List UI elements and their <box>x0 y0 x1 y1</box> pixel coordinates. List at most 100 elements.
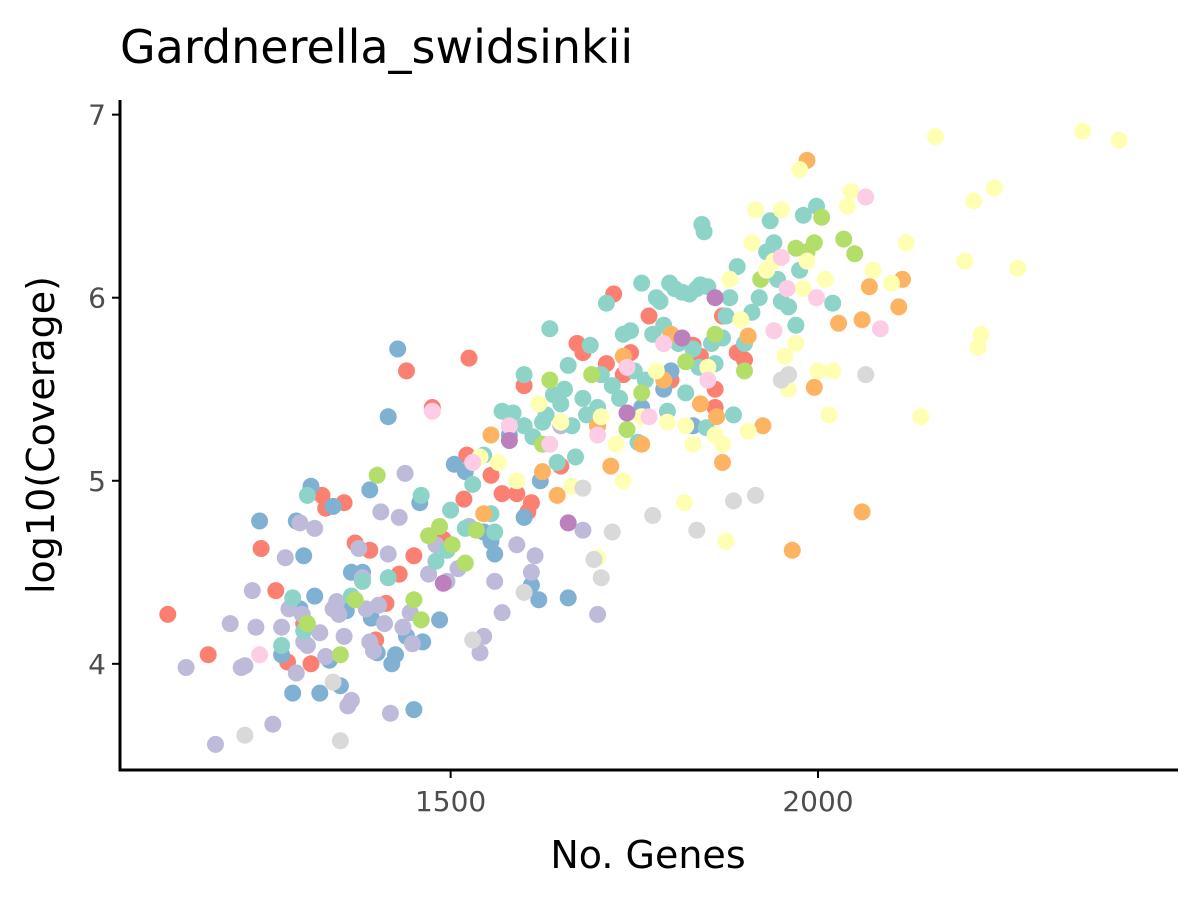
data-point <box>412 611 430 629</box>
data-point <box>379 545 397 563</box>
data-point <box>526 547 544 565</box>
data-point <box>824 294 842 312</box>
data-point <box>912 408 930 426</box>
data-point <box>541 320 559 338</box>
data-point <box>739 327 757 345</box>
data-point <box>324 673 342 691</box>
data-point <box>677 353 695 371</box>
y-tick-label: 4 <box>88 648 106 681</box>
data-point <box>883 274 900 292</box>
data-point <box>824 362 842 380</box>
data-point <box>530 591 548 609</box>
data-point <box>534 463 551 481</box>
data-point <box>816 270 834 288</box>
data-point <box>603 523 621 541</box>
data-point <box>456 554 474 572</box>
data-point <box>830 314 848 332</box>
data-point <box>508 485 526 503</box>
data-point <box>592 569 610 587</box>
data-point <box>548 454 566 471</box>
data-point <box>431 518 449 535</box>
data-point <box>750 289 768 307</box>
data-point <box>273 618 291 636</box>
data-point <box>541 371 559 389</box>
data-point <box>647 362 665 380</box>
data-point <box>776 347 794 365</box>
data-point <box>515 583 533 601</box>
data-point <box>581 336 599 354</box>
data-point <box>677 384 695 402</box>
data-point <box>787 316 805 334</box>
data-point <box>853 503 871 521</box>
data-point <box>482 426 500 444</box>
chart-title: Gardnerella_swidsinkii <box>120 20 633 74</box>
x-axis-title: No. Genes <box>550 833 745 877</box>
data-point <box>765 234 783 252</box>
data-point <box>508 472 526 490</box>
data-point <box>442 501 460 519</box>
data-point <box>754 417 772 435</box>
data-point <box>747 201 764 219</box>
data-point <box>1110 131 1128 149</box>
data-point <box>614 472 632 490</box>
data-point <box>522 563 540 581</box>
data-point <box>464 475 482 493</box>
data-point <box>556 380 573 398</box>
data-point <box>243 582 261 600</box>
data-point <box>739 422 757 440</box>
data-point <box>552 413 570 431</box>
data-point <box>675 494 693 512</box>
data-point <box>633 274 651 292</box>
data-point <box>515 508 533 526</box>
data-point <box>398 362 415 380</box>
data-point <box>464 631 482 649</box>
data-point <box>658 413 676 431</box>
data-point <box>728 258 746 276</box>
data-point <box>717 307 735 325</box>
data-point <box>403 635 421 653</box>
data-point <box>559 356 577 374</box>
data-point <box>159 605 177 623</box>
x-tick-label: 2000 <box>782 785 853 818</box>
data-point <box>541 435 559 453</box>
data-point <box>695 223 713 241</box>
data-point <box>412 486 430 504</box>
data-point <box>552 395 570 413</box>
data-point <box>618 358 636 376</box>
data-point <box>794 206 812 224</box>
data-point <box>522 494 540 512</box>
data-point <box>655 335 673 352</box>
data-point <box>813 208 831 226</box>
data-point <box>965 192 983 210</box>
data-point <box>644 507 662 524</box>
data-point <box>427 552 445 570</box>
data-point <box>381 704 399 722</box>
data-point <box>725 406 742 424</box>
data-point <box>890 298 908 316</box>
data-point <box>504 404 522 422</box>
data-point <box>691 395 709 413</box>
data-point <box>221 615 239 633</box>
data-point <box>725 492 742 510</box>
data-point <box>778 280 796 298</box>
data-point <box>486 572 504 590</box>
data-point <box>640 408 658 426</box>
data-point <box>493 604 511 622</box>
data-point <box>199 646 217 664</box>
y-axis-title: log10(Coverage) <box>19 276 63 594</box>
data-point <box>335 627 353 645</box>
data-point <box>368 466 386 484</box>
data-point <box>747 486 764 504</box>
data-point <box>346 591 364 609</box>
data-point <box>574 521 592 539</box>
data-point <box>732 311 750 329</box>
data-point <box>354 572 371 590</box>
data-point <box>379 408 397 426</box>
data-points <box>159 122 1128 753</box>
data-point <box>611 389 629 407</box>
data-point <box>721 289 739 307</box>
data-point <box>765 322 783 340</box>
data-point <box>633 435 651 453</box>
data-point <box>618 421 636 438</box>
data-point <box>464 454 482 471</box>
